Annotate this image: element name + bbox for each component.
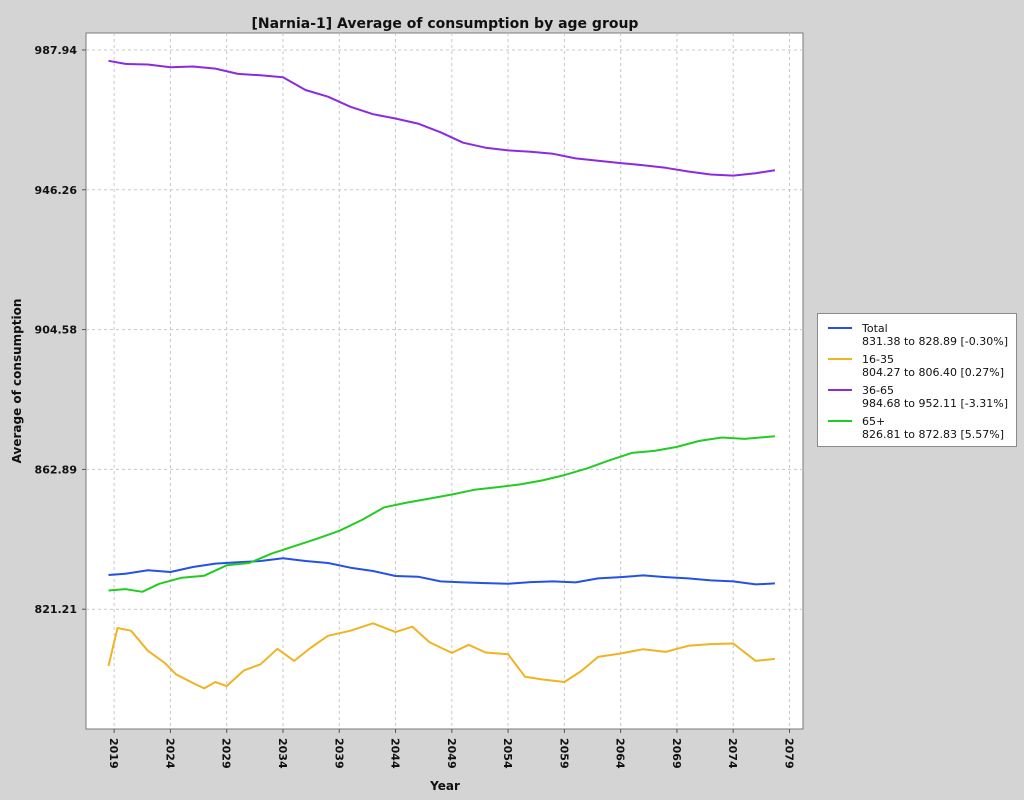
y-tick-label: 987.94 — [35, 44, 78, 57]
x-tick-label: 2019 — [107, 738, 120, 769]
x-tick-label: 2024 — [163, 738, 176, 769]
series-line-36-65 — [108, 59, 776, 177]
x-tick-label: 2044 — [389, 738, 402, 769]
axes: 2019 2024 2029 2034 2039 2044 2049 2054 2059 2064… — [35, 44, 796, 769]
x-tick-label: 2074 — [726, 738, 739, 769]
x-tick-label: 2034 — [276, 738, 289, 769]
legend-swatch-total — [828, 327, 852, 329]
x-tick-label: 2029 — [220, 738, 233, 769]
plot-area — [85, 32, 804, 730]
x-tick-label: 2059 — [557, 738, 570, 769]
series-line-65-plus — [108, 435, 775, 593]
legend-label-total: Total — [862, 322, 888, 335]
x-axis-label: Year — [429, 779, 460, 793]
y-tick-label: 904.58 — [35, 324, 77, 337]
legend-item-total: Total 831.38 to 828.89 [-0.30%] — [818, 320, 1016, 351]
legend-range-65-plus: 826.81 to 872.83 [5.57%] — [862, 428, 1005, 441]
legend-swatch-16-35 — [828, 358, 852, 360]
x-tick-label: 2079 — [782, 738, 795, 769]
legend-range-36-65: 984.68 to 952.11 [-3.31%] — [862, 397, 1009, 410]
legend-swatch-36-65 — [828, 389, 852, 391]
legend-label-65-plus: 65+ — [862, 415, 886, 428]
y-axis-label: Average of consumption — [10, 299, 24, 464]
series-lines — [107, 59, 776, 690]
legend-item-16-35: 16-35 804.27 to 806.40 [0.27%] — [818, 351, 1016, 382]
grid-lines — [86, 33, 803, 729]
legend-item-36-65: 36-65 984.68 to 952.11 [-3.31%] — [818, 382, 1016, 413]
legend-label-36-65: 36-65 — [862, 384, 894, 397]
x-tick-label: 2064 — [614, 738, 627, 769]
legend-item-65-plus: 65+ 826.81 to 872.83 [5.57%] — [818, 413, 1016, 444]
legend-range-16-35: 804.27 to 806.40 [0.27%] — [862, 366, 1005, 379]
y-tick-label: 862.89 — [35, 463, 77, 476]
x-tick-label: 2049 — [445, 738, 458, 769]
y-tick-label: 946.26 — [35, 184, 78, 197]
legend: Total 831.38 to 828.89 [-0.30%] 16-35 80… — [817, 313, 1017, 447]
x-tick-label: 2039 — [332, 738, 345, 769]
series-line-total — [108, 557, 775, 586]
series-line-16-35 — [107, 622, 776, 690]
chart-title: [Narnia-1] Average of consumption by age… — [252, 16, 639, 32]
legend-range-total: 831.38 to 828.89 [-0.30%] — [862, 335, 1009, 348]
y-tick-label: 821.21 — [35, 603, 77, 616]
legend-label-16-35: 16-35 — [862, 353, 894, 366]
x-tick-label: 2054 — [501, 738, 514, 769]
x-tick-label: 2069 — [670, 738, 683, 769]
legend-swatch-65-plus — [828, 420, 852, 422]
